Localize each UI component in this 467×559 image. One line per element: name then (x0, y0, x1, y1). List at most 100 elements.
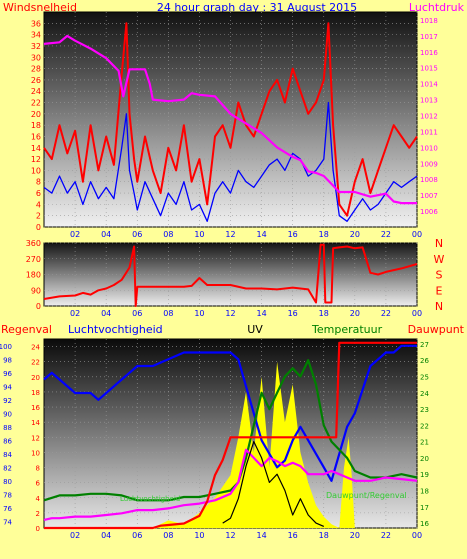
x-tick-label: 06 (132, 230, 142, 239)
temperature-y-tick-label: 26 (420, 357, 429, 365)
temperature-line (43, 359, 418, 502)
pressure-y-tick-label: 1011 (420, 128, 438, 136)
direction-y-tick-label: 180 (26, 271, 41, 280)
humidity-y-tick-label: 92 (3, 397, 12, 405)
temperature-y-tick-label: 25 (420, 373, 429, 381)
dewpoint-axis-title: Dauwpunt (408, 323, 465, 336)
wind-panel-series (43, 22, 418, 222)
wind-y-tick-label: 2 (36, 212, 41, 221)
x-tick-label: 20 (350, 309, 360, 318)
uv-area (152, 361, 355, 528)
dewpoint-rain-overlay-label: Dauwpunt/Regenval (326, 491, 407, 500)
humidity-y-tick-label: 82 (3, 464, 12, 472)
temperature-y-tick-label: 24 (420, 390, 429, 398)
pressure-y-tick-label: 1008 (420, 176, 438, 184)
wind-y-tick-label: 10 (31, 166, 41, 175)
rain-y-tick-label: 8 (36, 465, 40, 473)
pressure-y-tick-label: 1006 (420, 208, 438, 216)
x-tick-label: 02 (70, 230, 80, 239)
x-tick-label: 08 (163, 230, 173, 239)
temperature-y-tick-label: 18 (420, 488, 429, 496)
x-tick-label: 22 (381, 531, 391, 540)
wind-y-tick-label: 12 (31, 155, 41, 164)
x-tick-label: 00 (412, 230, 422, 239)
x-tick-label: 20 (350, 531, 360, 540)
climate-panel-series (43, 341, 418, 530)
wind-line (43, 22, 418, 217)
wind-y-tick-label: 30 (31, 53, 41, 62)
direction-panel-series (43, 243, 418, 307)
humidity-y-tick-label: 88 (3, 424, 12, 432)
direction-y-tick-label: 270 (26, 255, 41, 264)
rain-y-tick-label: 20 (31, 374, 40, 382)
rain-y-tick-label: 16 (31, 404, 40, 412)
humidity-y-tick-label: 96 (3, 370, 12, 378)
x-tick-label: 10 (194, 531, 204, 540)
wind-y-tick-label: 24 (31, 87, 41, 96)
direction-y-tick-label: 0 (36, 302, 41, 311)
pressure-y-tick-label: 1017 (420, 33, 438, 41)
humidity-y-tick-label: 90 (3, 410, 12, 418)
pressure-line (43, 34, 417, 205)
direction-y-tick-label: 360 (26, 239, 41, 248)
rain-y-tick-label: 14 (31, 419, 40, 427)
pressure-y-tick-label: 1016 (420, 49, 438, 57)
x-tick-label: 16 (288, 230, 298, 239)
x-tick-label: 02 (70, 309, 80, 318)
x-tick-label: 00 (412, 309, 422, 318)
compass-label: E (436, 284, 443, 297)
x-tick-label: 08 (163, 309, 173, 318)
x-tick-label: 14 (256, 230, 266, 239)
dewpoint-line (43, 448, 418, 521)
temperature-y-tick-label: 22 (420, 422, 429, 430)
humidity-y-tick-label: 100 (0, 343, 12, 351)
wind-y-tick-label: 6 (36, 189, 41, 198)
x-tick-label: 14 (256, 531, 266, 540)
wind-y-tick-label: 26 (31, 76, 41, 85)
x-tick-label: 04 (101, 230, 111, 239)
wind-y-tick-label: 20 (31, 110, 41, 119)
x-tick-label: 12 (225, 309, 235, 318)
humidity-overlay-label: Luchtvochtigheid (120, 495, 180, 503)
pressure-y-tick-label: 1014 (420, 81, 438, 89)
temperature-y-tick-label: 23 (420, 406, 429, 414)
x-tick-label: 06 (132, 309, 142, 318)
x-tick-label: 20 (350, 230, 360, 239)
wind-y-tick-label: 18 (31, 121, 41, 130)
direction-line (43, 243, 418, 307)
x-tick-label: 14 (256, 309, 266, 318)
x-tick-label: 04 (101, 309, 111, 318)
rain-y-tick-label: 22 (31, 359, 40, 367)
compass-label: N (435, 237, 443, 250)
wind-axis-title: Windsnelheid (3, 1, 77, 14)
x-tick-label: 00 (412, 531, 422, 540)
x-tick-label: 18 (319, 531, 329, 540)
x-tick-label: 08 (163, 531, 173, 540)
rain-axis-title: Regenval (1, 323, 52, 336)
rain-y-tick-label: 18 (31, 389, 40, 397)
rain-y-tick-label: 12 (31, 434, 40, 442)
temperature-y-tick-label: 27 (420, 341, 429, 349)
temperature-y-tick-label: 19 (420, 471, 429, 479)
humidity-y-tick-label: 98 (3, 356, 12, 364)
wind-y-tick-label: 22 (31, 99, 41, 108)
wind-y-tick-label: 14 (31, 144, 41, 153)
x-tick-label: 22 (381, 230, 391, 239)
humidity-y-tick-label: 80 (3, 478, 12, 486)
wind-y-tick-label: 32 (31, 42, 41, 51)
wind-y-tick-label: 4 (36, 200, 41, 209)
humidity-line (43, 344, 417, 482)
x-tick-label: 16 (288, 309, 298, 318)
wind-y-tick-label: 0 (36, 223, 41, 232)
temperature-y-tick-label: 21 (420, 439, 429, 447)
compass-label: S (436, 269, 443, 282)
pressure-y-tick-label: 1009 (420, 160, 438, 168)
humidity-y-tick-label: 84 (3, 451, 12, 459)
wind-panel-axes: 02 04 06 08 10 12 14 16 18 20 22 000246810121416182… (31, 17, 439, 239)
temperature-y-tick-label: 17 (420, 504, 429, 512)
x-tick-label: 04 (101, 531, 111, 540)
humidity-y-tick-label: 76 (3, 505, 12, 513)
